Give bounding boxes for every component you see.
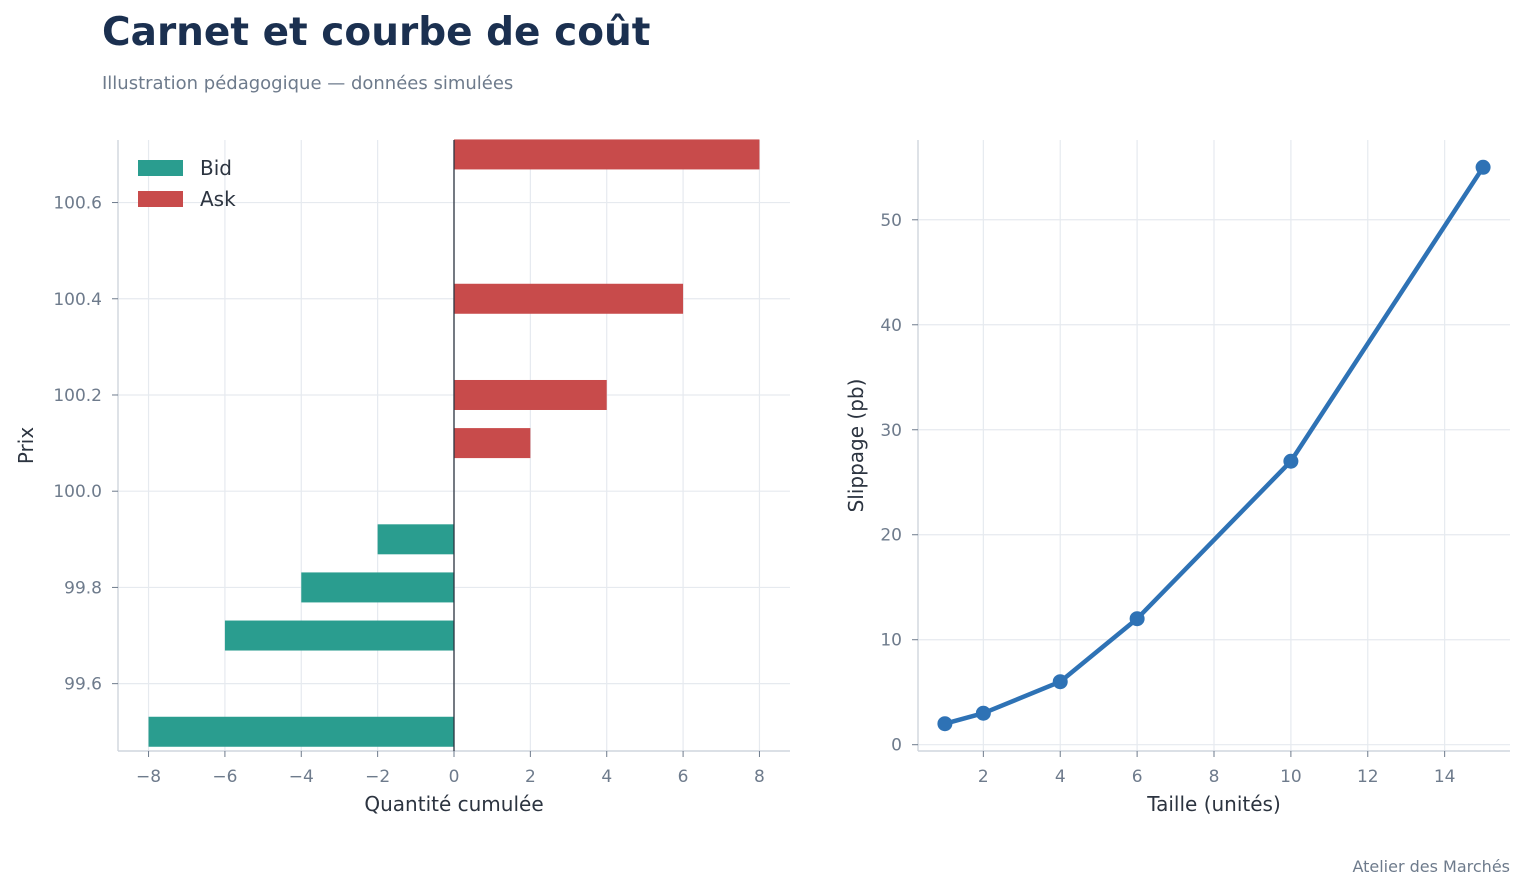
x-tick-label: 6 (678, 767, 689, 787)
x-axis-label: Quantité cumulée (364, 792, 543, 816)
y-tick-label: 100.2 (53, 386, 102, 406)
x-tick-label: −8 (136, 767, 161, 787)
y-axis-label: Prix (14, 427, 38, 464)
bid-bar-3 (148, 716, 454, 747)
order-book-chart: −8 −6 −4 −2 0 2 4 6 8 99.6 99.8 100.0 100.2 100.4 100.… (14, 139, 790, 816)
bid-bar-1 (301, 572, 454, 603)
x-axis-label: Taille (unités) (1146, 792, 1281, 816)
y-tick-label: 100.6 (53, 194, 102, 214)
slippage-point-0 (937, 716, 953, 732)
x-tick-label: 12 (1357, 767, 1379, 787)
x-tick-label: 14 (1434, 767, 1456, 787)
y-tick-label: 99.8 (64, 578, 102, 598)
page-title: Carnet et courbe de coût (102, 10, 651, 55)
footer-credit: Atelier des Marchés (1352, 857, 1510, 876)
y-tick-label: 99.6 (64, 675, 102, 695)
legend-swatch-bid (138, 160, 183, 176)
bid-bar-0 (377, 524, 454, 555)
x-tick-label: −2 (365, 767, 390, 787)
ask-bar-1 (454, 379, 607, 410)
x-tick-label: 8 (754, 767, 765, 787)
slippage-point-2 (1052, 674, 1068, 690)
y-axis-label: Slippage (pb) (844, 379, 868, 513)
y-tick-label: 100.4 (53, 290, 102, 310)
ask-bar-3 (454, 139, 760, 170)
slippage-point-1 (975, 705, 991, 721)
legend-label-bid: Bid (200, 156, 232, 180)
ask-bar-2 (454, 283, 684, 314)
slippage-point-4 (1283, 453, 1299, 469)
y-tick-label: 40 (880, 316, 902, 336)
legend-label-ask: Ask (200, 187, 236, 211)
legend-swatch-ask (138, 191, 183, 207)
y-tick-label: 0 (891, 736, 902, 756)
x-tick-label: 10 (1280, 767, 1302, 787)
x-tick-label: 2 (525, 767, 536, 787)
slippage-curve-chart: 2 4 6 8 10 12 14 0 10 20 30 40 50 Taille (unités) Slip… (844, 140, 1510, 816)
bid-bar-2 (224, 620, 454, 651)
slippage-point-5 (1475, 159, 1491, 175)
x-tick-label: 4 (1055, 767, 1066, 787)
x-tick-label: 8 (1209, 767, 1220, 787)
y-tick-label: 10 (880, 631, 902, 651)
slippage-point-3 (1129, 611, 1145, 627)
y-tick-label: 30 (880, 421, 902, 441)
x-tick-label: 2 (978, 767, 989, 787)
y-tick-label: 50 (880, 211, 902, 231)
x-tick-label: 4 (601, 767, 612, 787)
x-tick-label: 0 (449, 767, 460, 787)
x-tick-label: −6 (212, 767, 237, 787)
page-subtitle: Illustration pédagogique — données simul… (102, 73, 514, 94)
ask-bar-0 (454, 428, 531, 459)
x-tick-label: −4 (289, 767, 314, 787)
y-tick-label: 100.0 (53, 482, 102, 502)
x-tick-label: 6 (1132, 767, 1143, 787)
y-tick-label: 20 (880, 526, 902, 546)
